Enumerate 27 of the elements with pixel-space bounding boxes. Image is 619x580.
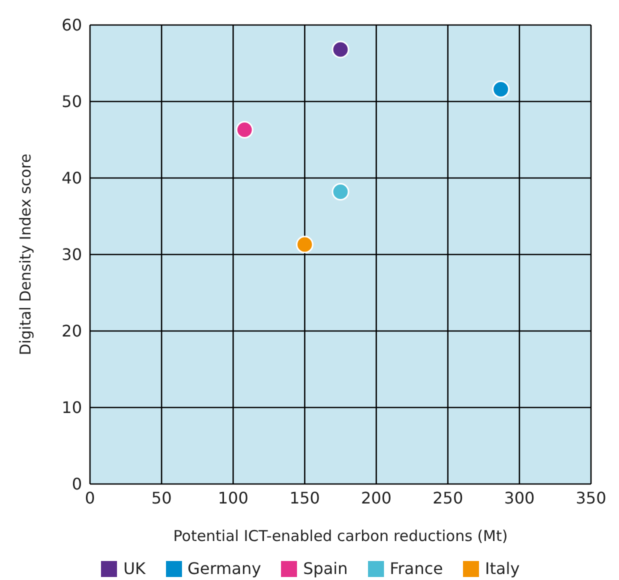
y-tick-label: 10 [62,398,82,418]
x-tick-label: 100 [218,488,248,508]
y-tick-label: 30 [62,245,82,264]
point [296,236,314,254]
legend-label: Spain [302,559,348,578]
x-tick-label: 0 [84,488,96,508]
x-tick-label: 200 [361,488,392,508]
legend-label: UK [122,559,146,578]
x-tick-label: 250 [432,488,464,508]
y-axis-title: Digital Density Index score [16,154,34,356]
y-tick-label: 0 [72,474,82,494]
y-tick-label: 40 [62,168,82,188]
y-tick-label: 20 [62,322,82,341]
legend-label: Germany [186,559,262,578]
x-tick-label: 350 [576,488,606,508]
point [332,183,350,201]
y-tick-label: 50 [62,92,82,112]
x-axis-title: Potential ICT-enabled carbon reductions (Mt) [173,527,508,545]
legend-label: Italy [484,559,520,578]
point [236,121,254,139]
point [332,40,350,58]
y-tick-label: 60 [62,16,82,35]
x-tick-label: 150 [289,488,320,508]
x-tick-label: 50 [151,488,172,508]
x-tick-label: 300 [504,488,535,508]
legend-label: France [388,559,443,578]
point [492,80,510,98]
